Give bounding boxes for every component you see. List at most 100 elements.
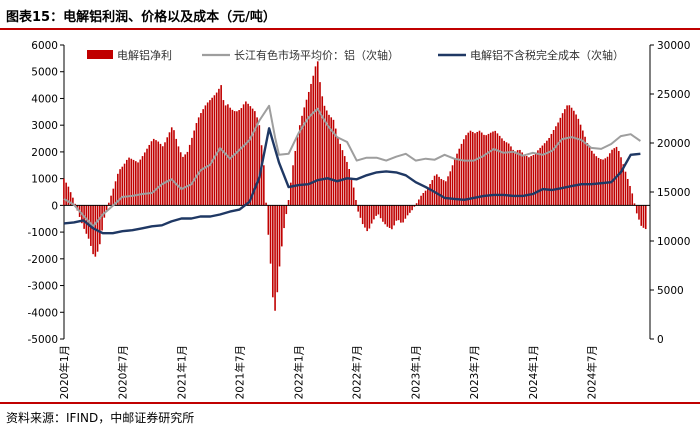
profit-bar bbox=[123, 163, 126, 206]
profit-bar bbox=[539, 147, 541, 206]
left-tick-label: 0 bbox=[51, 200, 58, 212]
profit-bar bbox=[218, 88, 220, 206]
profit-bar bbox=[105, 205, 108, 211]
profit-bar bbox=[510, 146, 512, 206]
profit-bar bbox=[586, 143, 589, 206]
profit-bar bbox=[346, 161, 348, 206]
profit-bar bbox=[638, 205, 640, 220]
profit-bar bbox=[501, 138, 503, 206]
right-tick-label: 5000 bbox=[657, 285, 684, 297]
profit-bar bbox=[155, 140, 157, 206]
profit-bar bbox=[204, 105, 207, 206]
profit-bar bbox=[584, 136, 586, 206]
legend: 电解铝净利 长江有色市场平均价：铝（次轴） 电解铝不含税完全成本（次轴） bbox=[87, 48, 624, 62]
profit-bar bbox=[188, 144, 191, 206]
profit-bar bbox=[629, 185, 631, 206]
profit-bar bbox=[541, 145, 544, 206]
profit-bar bbox=[575, 114, 577, 206]
profit-bar bbox=[310, 83, 312, 206]
profit-bar bbox=[478, 130, 481, 206]
profit-bar bbox=[164, 142, 166, 206]
profit-bar bbox=[400, 205, 402, 223]
profit-bar bbox=[258, 125, 261, 206]
profit-bar bbox=[195, 123, 198, 206]
profit-bar bbox=[146, 148, 148, 206]
profit-bar bbox=[96, 205, 99, 252]
profit-bar bbox=[622, 164, 625, 206]
profit-bar bbox=[377, 205, 380, 215]
profit-bar bbox=[247, 103, 249, 206]
right-tick-label: 20000 bbox=[657, 138, 690, 150]
profit-bar bbox=[334, 128, 337, 206]
profit-bar bbox=[492, 131, 494, 206]
profit-bar bbox=[260, 145, 263, 206]
profit-bar bbox=[170, 127, 173, 206]
profit-bar bbox=[245, 101, 247, 206]
profit-bar bbox=[128, 157, 130, 206]
right-tick-label: 0 bbox=[657, 334, 664, 346]
profit-bar bbox=[487, 133, 490, 206]
profit-bar bbox=[94, 205, 97, 257]
profit-bar bbox=[566, 105, 568, 206]
profit-bar bbox=[267, 205, 270, 235]
profit-bar bbox=[130, 158, 133, 206]
profit-bar bbox=[552, 129, 555, 206]
profit-bar bbox=[409, 205, 411, 213]
profit-bar bbox=[593, 153, 595, 206]
profit-bar bbox=[206, 102, 209, 206]
x-tick-label: 2020年1月 bbox=[58, 345, 71, 399]
profit-bar bbox=[640, 205, 643, 226]
profit-bar bbox=[379, 205, 382, 219]
profit-bar bbox=[429, 183, 431, 206]
profit-bar bbox=[635, 205, 638, 214]
right-tick-label: 10000 bbox=[657, 236, 690, 248]
profit-bar bbox=[361, 205, 364, 225]
profit-bar bbox=[63, 178, 65, 206]
profit-bar bbox=[507, 143, 510, 206]
profit-bar bbox=[220, 85, 222, 206]
legend-swatch-profit bbox=[87, 50, 113, 59]
profit-bar bbox=[339, 143, 342, 206]
profit-bar bbox=[227, 104, 229, 206]
profit-bar bbox=[278, 205, 281, 267]
profit-bar bbox=[370, 205, 373, 224]
x-tick-label: 2023年7月 bbox=[468, 345, 481, 399]
profit-bar bbox=[503, 140, 506, 206]
profit-bar bbox=[427, 187, 429, 206]
profit-bar bbox=[287, 200, 290, 206]
profit-bar bbox=[193, 130, 195, 206]
profit-bar bbox=[117, 173, 119, 206]
profit-bar bbox=[462, 139, 465, 206]
x-axis-ticks: 2020年1月 2020年7月 2021年1月 2021年7月 2022年1月 2022年… bbox=[58, 345, 598, 399]
profit-bar bbox=[249, 106, 252, 206]
profit-bar bbox=[469, 130, 472, 206]
right-tick-label: 25000 bbox=[657, 89, 690, 101]
profit-bar bbox=[238, 110, 240, 206]
profit-bar bbox=[229, 107, 231, 206]
profit-bar bbox=[182, 156, 184, 206]
profit-bar bbox=[561, 113, 564, 206]
profit-bar bbox=[424, 190, 427, 206]
profit-bar bbox=[159, 143, 162, 206]
title-rule bbox=[0, 28, 700, 30]
profit-bar bbox=[568, 105, 571, 206]
profit-bar bbox=[606, 156, 609, 206]
profit-bar bbox=[355, 200, 357, 206]
profit-bar bbox=[143, 152, 146, 206]
profit-bar bbox=[471, 131, 474, 206]
profit-bar bbox=[269, 205, 272, 264]
chart-title: 图表15：电解铝利润、价格以及成本（元/吨） bbox=[6, 10, 276, 25]
profit-bar bbox=[642, 205, 645, 228]
profit-bar bbox=[152, 138, 155, 206]
profit-bar bbox=[579, 124, 582, 206]
series-lines bbox=[63, 104, 641, 235]
profit-bar bbox=[303, 107, 306, 206]
profit-bar bbox=[119, 169, 121, 206]
profit-bar bbox=[251, 108, 254, 206]
x-tick-label: 2022年1月 bbox=[293, 345, 306, 399]
x-tick-label: 2020年7月 bbox=[116, 345, 129, 399]
profit-bar bbox=[166, 137, 169, 206]
profit-bar bbox=[431, 180, 434, 206]
profit-bar bbox=[213, 95, 216, 206]
profit-bar bbox=[564, 109, 566, 206]
